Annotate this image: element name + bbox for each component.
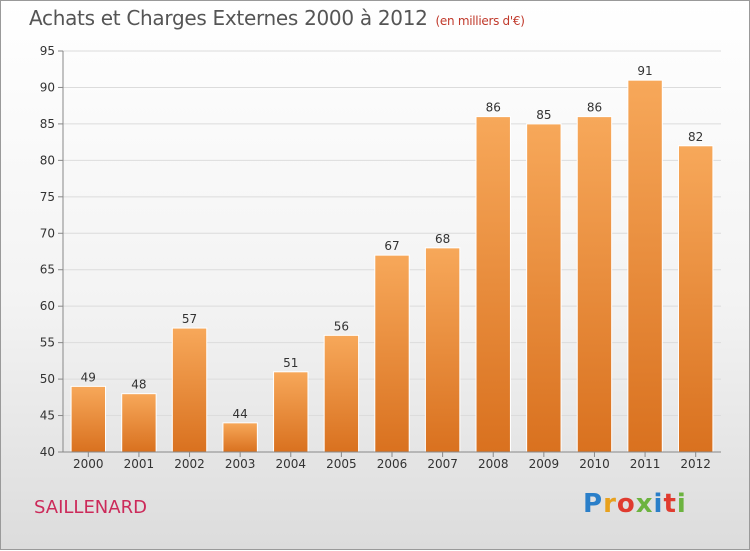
data-label-2003: 44: [233, 407, 248, 421]
bar-2000: [70, 385, 107, 453]
x-tick-label-2004: 2004: [275, 457, 306, 471]
proxiti-logo[interactable]: Proxiti: [583, 489, 687, 519]
data-label-2010: 86: [587, 101, 602, 115]
x-tick-label-2007: 2007: [427, 457, 458, 471]
x-tick-label-2001: 2001: [124, 457, 155, 471]
data-label-2012: 82: [688, 130, 703, 144]
chart-subtitle: (en milliers d'€): [435, 14, 525, 28]
commune-name: SAILLENARD: [34, 497, 147, 518]
bar-2001: [121, 393, 157, 453]
data-label-2011: 91: [637, 64, 652, 78]
y-tick-label: 95: [40, 44, 55, 58]
data-label-2009: 85: [536, 108, 551, 122]
x-axis: 2000 2001 2002 2003 2004 2005 2006 2007 2008 2009…: [63, 451, 721, 471]
y-tick-label: 40: [40, 445, 55, 459]
bar-2007: [424, 247, 461, 453]
bar-2010: [576, 116, 613, 453]
y-tick-label: 55: [40, 336, 55, 350]
y-tick-label: 60: [40, 299, 55, 313]
bar-2005: [323, 334, 360, 453]
data-label-2006: 67: [384, 239, 399, 253]
y-tick-label: 85: [40, 117, 55, 131]
data-label-2007: 68: [435, 232, 450, 246]
x-tick-label-2011: 2011: [630, 457, 661, 471]
data-label-2008: 86: [486, 101, 501, 115]
chart-title: Achats et Charges Externes 2000 à 2012 (e…: [29, 6, 525, 30]
y-tick-label: 45: [40, 409, 55, 423]
bar-2006: [374, 254, 410, 453]
data-label-2002: 57: [182, 312, 197, 326]
y-tick-label: 90: [40, 80, 55, 94]
data-label-2004: 51: [283, 356, 298, 370]
x-tick-label-2012: 2012: [680, 457, 711, 471]
x-tick-label-2002: 2002: [174, 457, 205, 471]
bar-2011: [627, 79, 663, 453]
y-tick-label: 75: [40, 190, 55, 204]
x-tick-label-2009: 2009: [529, 457, 560, 471]
bars: 49 48 57 44 51 56 67 68 86 85 86 91 82: [70, 64, 714, 453]
y-tick-label: 50: [40, 372, 55, 386]
bar-2003: [222, 422, 258, 453]
y-tick-label: 70: [40, 226, 55, 240]
x-tick-label-2006: 2006: [377, 457, 408, 471]
data-label-2001: 48: [131, 378, 146, 392]
y-tick-label: 80: [40, 153, 55, 167]
bar-2008: [475, 116, 511, 453]
bar-2004: [273, 371, 309, 453]
x-tick-label-2003: 2003: [225, 457, 256, 471]
bar-2002: [171, 327, 208, 453]
data-label-2005: 56: [334, 319, 349, 333]
bar-2012: [677, 145, 714, 453]
x-tick-label-2010: 2010: [579, 457, 610, 471]
x-tick-label-2000: 2000: [73, 457, 104, 471]
chart-title-text: Achats et Charges Externes 2000 à 2012: [29, 6, 428, 30]
bar-2009: [526, 123, 562, 453]
y-axis: 40 45 50 55 60 65 70 75 80 85 90 95: [40, 44, 64, 459]
x-tick-label-2008: 2008: [478, 457, 509, 471]
y-tick-label: 65: [40, 263, 55, 277]
x-tick-label-2005: 2005: [326, 457, 357, 471]
data-label-2000: 49: [81, 370, 96, 384]
